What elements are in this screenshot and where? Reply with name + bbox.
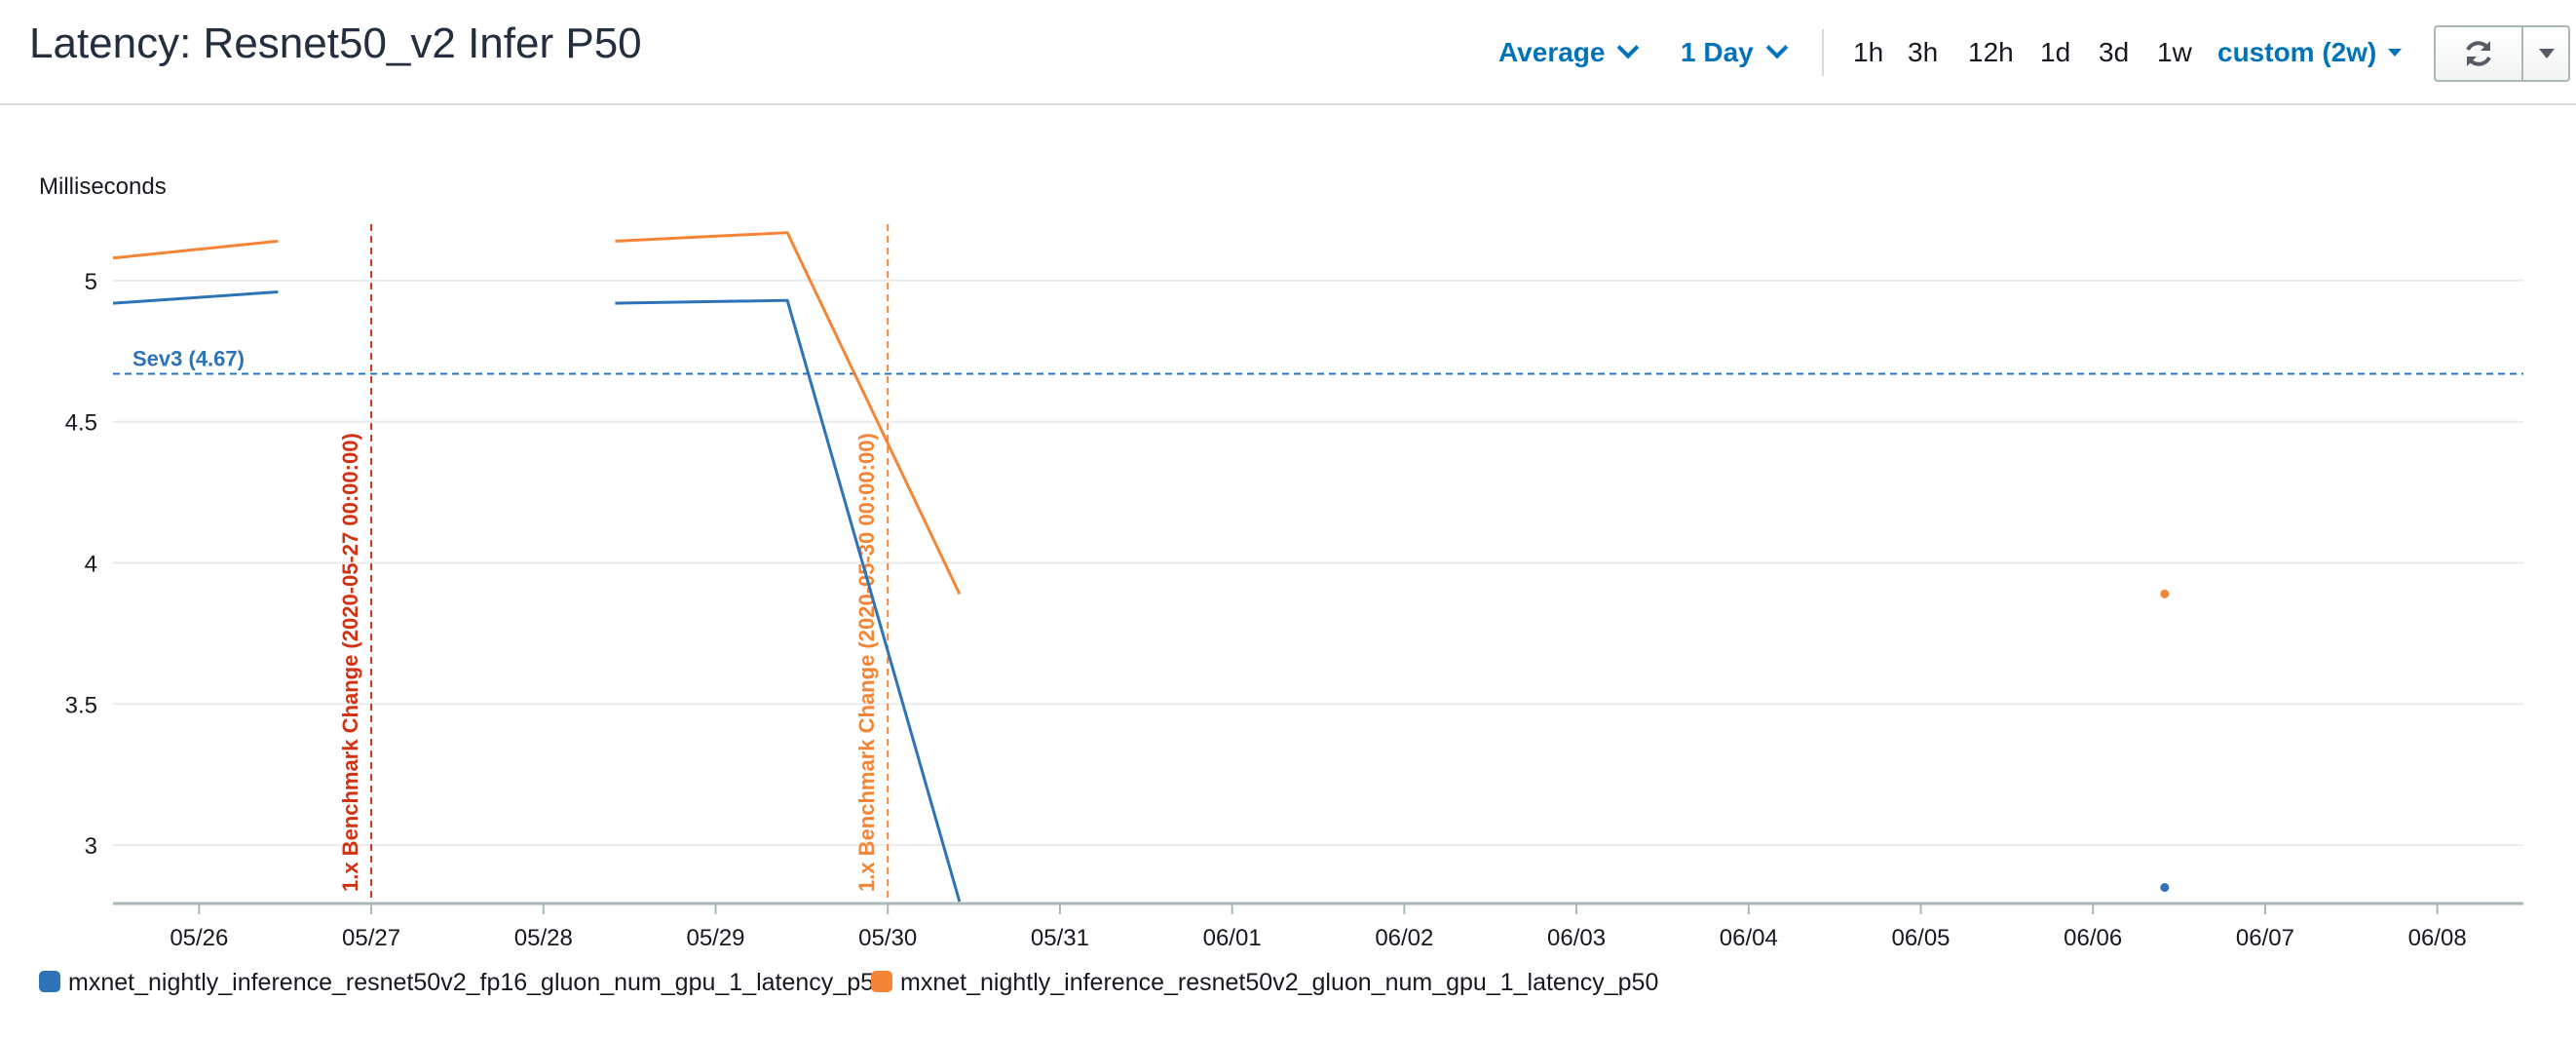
y-tick-label: 3 <box>85 833 97 860</box>
x-tick-label: 05/30 <box>858 925 917 951</box>
series-lines <box>112 231 2170 903</box>
x-tick-label: 05/27 <box>342 925 400 951</box>
x-tick-label: 06/03 <box>1547 925 1606 951</box>
data-point <box>2160 589 2170 598</box>
y-axis-label: Milliseconds <box>39 173 167 200</box>
x-tick-label: 06/04 <box>1720 925 1778 951</box>
legend-swatch <box>39 971 60 993</box>
legend-swatch <box>871 971 892 993</box>
y-tick-labels: 3 3.5 4 4.5 5 <box>65 269 97 860</box>
period-label: 1 Day <box>1681 37 1754 67</box>
button-divider <box>2521 27 2523 80</box>
range-1w[interactable]: 1w <box>2157 37 2192 67</box>
legend-item-fp16[interactable]: mxnet_nightly_inference_resnet50v2_fp16_… <box>39 969 888 997</box>
x-tick-label: 05/28 <box>514 925 573 951</box>
refresh-options-button[interactable] <box>2523 27 2568 80</box>
annotations: Sev3 (4.67) 1.x Benchmark Change (2020-05… <box>113 224 2523 902</box>
statistic-dropdown[interactable]: Average <box>1498 36 1640 68</box>
series-line <box>112 290 279 305</box>
x-tick-label: 06/07 <box>2236 925 2294 951</box>
range-12h[interactable]: 12h <box>1968 37 2014 67</box>
range-1h[interactable]: 1h <box>1853 37 1884 67</box>
threshold-label: Sev3 (4.67) <box>133 346 245 370</box>
x-tick-label: 06/05 <box>1891 925 1950 951</box>
chevron-down-icon <box>1617 36 1640 59</box>
benchmark-change-label: 1.x Benchmark Change (2020-05-27 00:00:0… <box>338 433 362 892</box>
refresh-button-group <box>2434 25 2570 82</box>
x-tick-label: 05/29 <box>686 925 744 951</box>
legend-item-fp32[interactable]: mxnet_nightly_inference_resnet50v2_gluon… <box>871 969 1658 997</box>
x-tick-label: 06/01 <box>1203 925 1262 951</box>
y-tick-label: 4.5 <box>65 410 97 437</box>
caret-down-icon <box>2388 49 2403 57</box>
refresh-button[interactable] <box>2436 27 2521 80</box>
x-tick-label: 05/26 <box>170 925 228 951</box>
y-tick-label: 3.5 <box>65 692 97 718</box>
y-tick-label: 4 <box>85 552 97 578</box>
series-line <box>112 239 279 260</box>
data-point <box>2160 883 2170 893</box>
header-divider <box>1822 29 1824 76</box>
custom-range-dropdown[interactable]: custom (2w) <box>2217 37 2403 68</box>
widget-title: Latency: Resnet50_v2 Infer P50 <box>29 19 642 67</box>
caret-down-icon <box>2539 49 2555 58</box>
latency-chart: 3 3.5 4 4.5 5 05/26 05/27 05/28 05/29 05/30 05/31… <box>65 224 2523 951</box>
legend-label: mxnet_nightly_inference_resnet50v2_fp16_… <box>68 969 888 996</box>
chevron-down-icon <box>1765 36 1789 59</box>
statistic-label: Average <box>1498 37 1606 67</box>
range-3h[interactable]: 3h <box>1908 37 1939 67</box>
gridlines <box>113 279 2523 847</box>
x-tick-labels: 05/26 05/27 05/28 05/29 05/30 05/31 06/01 06/02… <box>170 904 2467 951</box>
range-1d[interactable]: 1d <box>2040 37 2071 67</box>
series-line <box>615 298 962 903</box>
custom-range-label: custom (2w) <box>2217 37 2377 67</box>
widget-header: Latency: Resnet50_v2 Infer P50 Average 1… <box>0 0 2576 105</box>
x-tick-label: 06/08 <box>2408 925 2467 951</box>
refresh-icon <box>2466 41 2491 66</box>
range-3d[interactable]: 3d <box>2099 37 2130 67</box>
series-line <box>615 231 962 595</box>
x-tick-label: 06/06 <box>2064 925 2122 951</box>
period-dropdown[interactable]: 1 Day <box>1681 36 1789 68</box>
benchmark-change-label: 1.x Benchmark Change (2020-05-30 00:00:0… <box>854 433 879 892</box>
legend-label: mxnet_nightly_inference_resnet50v2_gluon… <box>900 969 1659 996</box>
y-tick-label: 5 <box>85 269 97 295</box>
x-tick-label: 06/02 <box>1375 925 1433 951</box>
x-tick-label: 05/31 <box>1031 925 1089 951</box>
